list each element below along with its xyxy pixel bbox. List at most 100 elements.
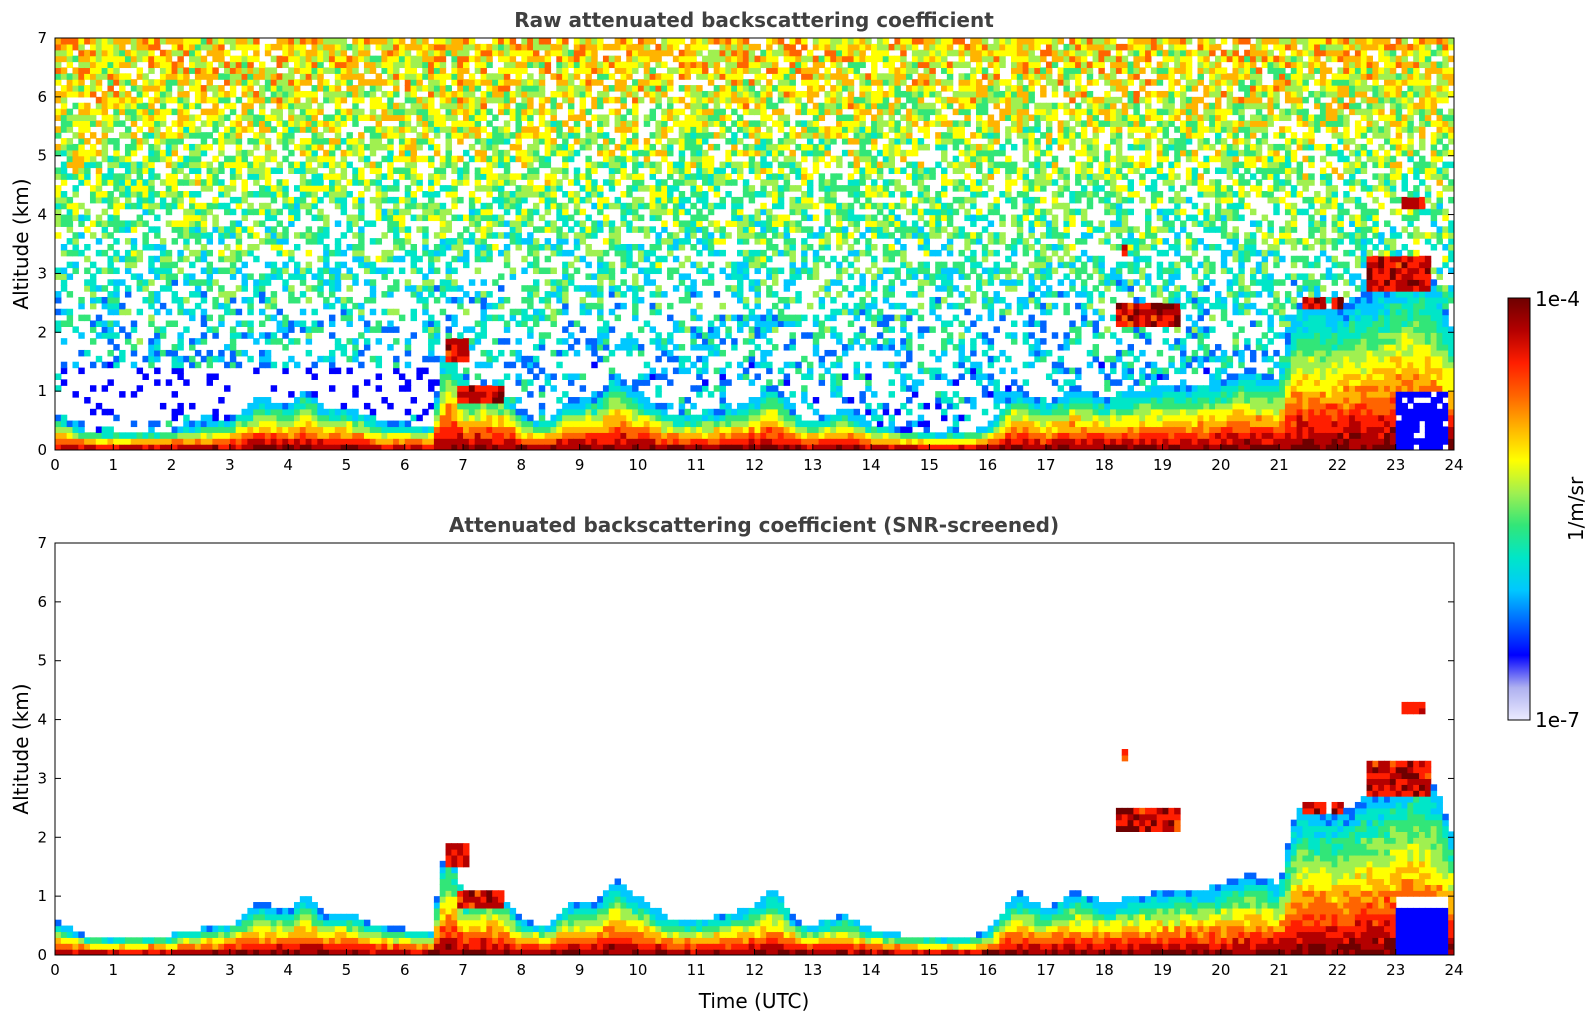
heatmap-cell: [323, 432, 330, 439]
heatmap-cell: [247, 244, 254, 251]
heatmap-cell: [649, 73, 657, 80]
heatmap-cell: [719, 161, 726, 169]
heatmap-cell: [358, 332, 365, 339]
heatmap-cell: [276, 108, 283, 116]
heatmap-cell: [602, 408, 610, 416]
heatmap-cell: [363, 90, 371, 98]
heatmap-cell: [521, 355, 528, 363]
heatmap-cell: [428, 261, 435, 269]
heatmap-cell: [107, 102, 114, 110]
heatmap-cell: [713, 432, 721, 439]
heatmap-cell: [66, 438, 74, 445]
heatmap-cell: [159, 155, 167, 163]
heatmap-cell: [637, 391, 645, 398]
heatmap-cell: [614, 61, 622, 69]
heatmap-cell: [288, 114, 295, 121]
heatmap-cell: [142, 355, 149, 363]
heatmap-cell: [165, 308, 173, 316]
heatmap-cell: [428, 179, 435, 186]
heatmap-cell: [550, 138, 557, 145]
heatmap-cell: [573, 373, 581, 380]
heatmap-cell: [84, 432, 91, 439]
heatmap-cell: [235, 226, 243, 233]
heatmap-cell: [544, 173, 552, 180]
heatmap-cell: [119, 79, 126, 86]
heatmap-cell: [725, 438, 732, 445]
heatmap-cell: [189, 314, 196, 322]
heatmap-cell: [218, 43, 225, 51]
heatmap-cell: [544, 302, 552, 310]
heatmap-cell: [130, 102, 138, 110]
heatmap-cell: [218, 185, 225, 192]
heatmap-cell: [439, 67, 447, 74]
heatmap-cell: [136, 167, 144, 174]
heatmap-cell: [299, 391, 307, 398]
heatmap-cell: [148, 361, 155, 369]
heatmap-cell: [567, 279, 575, 286]
heatmap-cell: [107, 220, 114, 227]
heatmap-cell: [492, 220, 499, 227]
heatmap-cell: [428, 267, 435, 275]
heatmap-cell: [200, 61, 208, 69]
heatmap-cell: [398, 114, 406, 121]
heatmap-cell: [550, 308, 557, 316]
heatmap-cell: [317, 285, 324, 292]
heatmap-cell: [492, 338, 499, 345]
heatmap-cell: [95, 432, 103, 439]
heatmap-cell: [562, 426, 569, 433]
heatmap-cell: [247, 232, 254, 239]
heatmap-cell: [451, 161, 458, 169]
heatmap-cell: [509, 238, 517, 245]
heatmap-cell: [282, 332, 289, 339]
heatmap-cell: [177, 167, 184, 174]
heatmap-cell: [532, 420, 540, 428]
heatmap-cell: [113, 120, 120, 127]
heatmap-cell: [515, 138, 522, 145]
heatmap-cell: [177, 55, 184, 63]
heatmap-cell: [107, 214, 114, 222]
heatmap-cell: [212, 49, 219, 57]
heatmap-cell: [148, 267, 155, 275]
heatmap-cell: [194, 55, 202, 63]
heatmap-cell: [678, 226, 686, 233]
heatmap-cell: [480, 149, 487, 157]
heatmap-cell: [136, 202, 144, 210]
heatmap-cell: [661, 49, 668, 57]
heatmap-cell: [416, 96, 423, 104]
heatmap-cell: [632, 285, 639, 292]
heatmap-cell: [474, 155, 482, 163]
heatmap-cell: [387, 114, 394, 121]
heatmap-cell: [241, 38, 248, 45]
heatmap-cell: [171, 196, 179, 204]
heatmap-cell: [713, 191, 721, 198]
heatmap-cell: [632, 391, 639, 398]
heatmap-cell: [124, 49, 132, 57]
heatmap-cell: [218, 438, 225, 445]
heatmap-cell: [381, 255, 388, 263]
heatmap-cell: [678, 414, 686, 422]
heatmap-cell: [101, 149, 109, 157]
heatmap-cell: [113, 55, 120, 63]
heatmap-cell: [486, 444, 493, 450]
heatmap-cell: [107, 308, 114, 316]
heatmap-cell: [567, 49, 575, 57]
heatmap-cell: [602, 220, 610, 227]
heatmap-cell: [614, 108, 622, 116]
heatmap-cell: [428, 55, 435, 63]
heatmap-cell: [253, 55, 260, 63]
heatmap-cell: [626, 244, 633, 251]
heatmap-cell: [334, 67, 342, 74]
heatmap-cell: [597, 285, 604, 292]
heatmap-cell: [439, 432, 447, 439]
heatmap-cell: [696, 261, 703, 269]
heatmap-cell: [527, 220, 534, 227]
heatmap-cell: [410, 202, 418, 210]
heatmap-cell: [562, 420, 569, 428]
heatmap-cell: [562, 90, 569, 98]
heatmap-cell: [171, 273, 179, 280]
heatmap-cell: [323, 149, 330, 157]
heatmap-cell: [637, 438, 645, 445]
heatmap-cell: [567, 344, 575, 351]
heatmap-cell: [719, 444, 726, 450]
heatmap-cell: [597, 273, 604, 280]
